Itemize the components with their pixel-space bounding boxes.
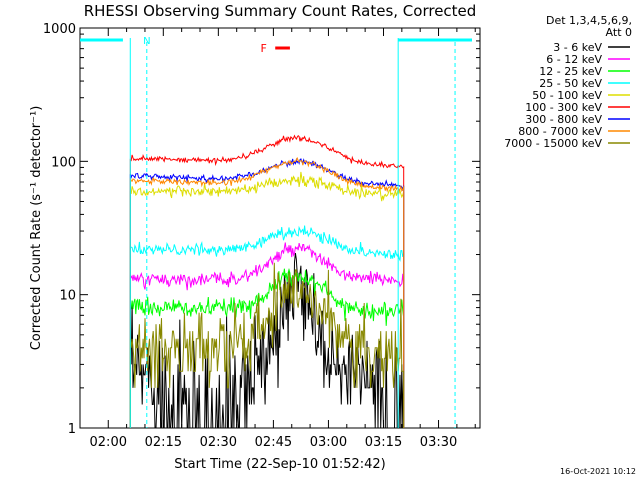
series-line-1 (129, 242, 405, 428)
legend-label: 800 - 7000 keV (518, 125, 602, 138)
series-line-0 (129, 253, 405, 429)
series-line-3 (129, 225, 405, 428)
x-tick-label: 02:30 (200, 435, 237, 450)
plot-frame (79, 27, 481, 429)
flare-label: F (261, 42, 267, 55)
series-line-8 (129, 262, 405, 428)
chart-title: RHESSI Observing Summary Count Rates, Co… (84, 2, 477, 20)
x-tick-label: 02:15 (145, 435, 182, 450)
legend-label: 7000 - 15000 keV (504, 137, 602, 150)
y-axis-label: Corrected Count Rate (s⁻¹ detector⁻¹) (29, 106, 44, 351)
y-tick-label: 1000 (43, 22, 76, 37)
series-line-4 (129, 171, 405, 428)
x-axis-label: Start Time (22-Sep-10 01:52:42) (174, 457, 385, 472)
legend-label: 50 - 100 keV (532, 89, 602, 102)
x-tick-label: 03:00 (310, 435, 347, 450)
plot-area: 1 10 100 1000 02:00 02:15 02:30 02:45 03:00 03:15… (43, 22, 481, 450)
y-tick-label: 1 (68, 422, 76, 437)
y-tick-label: 10 (59, 289, 76, 304)
footer-date: 16-Oct-2021 10:12 (560, 467, 636, 476)
x-tick-label: 03:15 (365, 435, 402, 450)
x-tick-label: 02:45 (255, 435, 292, 450)
x-tick-label: 03:30 (420, 435, 457, 450)
legend-header: Det 1,3,4,5,6,9, (546, 14, 632, 27)
legend-label: 300 - 800 keV (525, 113, 602, 126)
legend-label: 12 - 25 keV (539, 65, 602, 78)
series-line-6 (129, 158, 405, 428)
series-line-2 (129, 267, 405, 428)
legend-header: Att 0 (606, 26, 632, 39)
series-line-5 (129, 134, 405, 428)
y-tick-label: 100 (51, 155, 76, 170)
legend-label: 100 - 300 keV (525, 101, 602, 114)
legend-label: 6 - 12 keV (546, 53, 602, 66)
x-tick-label: 02:00 (90, 435, 127, 450)
series-line-7 (129, 156, 405, 428)
legend-label: 25 - 50 keV (539, 77, 602, 90)
night-label: N (143, 36, 150, 47)
legend-label: 3 - 6 keV (553, 41, 602, 54)
